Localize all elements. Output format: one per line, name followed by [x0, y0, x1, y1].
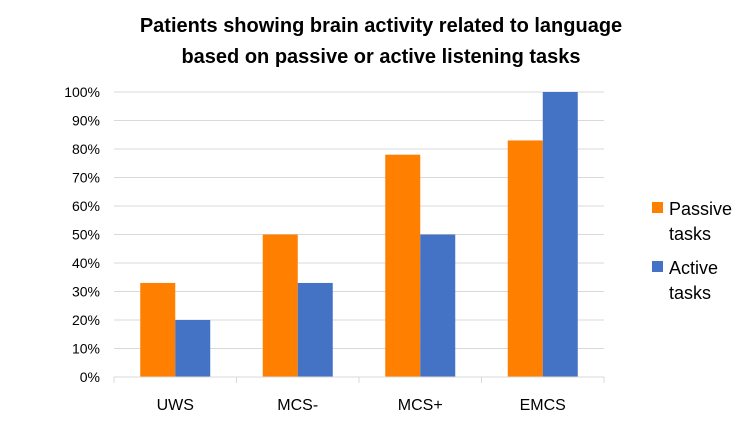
chart-title-line-2: based on passive or active listening tas…	[181, 46, 580, 68]
bar-passive-emcs	[507, 140, 543, 377]
legend-entry-active: Active tasks	[652, 258, 718, 303]
legend-entry-passive: Passive tasks	[652, 199, 732, 244]
legend-label: tasks	[669, 224, 711, 244]
chart-title-line-1: Patients showing brain activity related …	[140, 15, 622, 37]
bar-active-mcs-minus	[420, 234, 456, 377]
chart-title: Patients showing brain activity related …	[140, 15, 622, 68]
x-category-label: EMCS	[520, 397, 566, 414]
y-tick-label: 20%	[72, 312, 100, 328]
y-tick-label: 100%	[64, 84, 100, 100]
x-axis	[113, 376, 605, 383]
y-tick-label: 40%	[72, 255, 100, 271]
y-tick-label: 70%	[72, 170, 100, 186]
x-category-label: MCS+	[398, 397, 443, 414]
x-category-label: MCS-	[277, 397, 318, 414]
y-tick-label: 50%	[72, 227, 100, 243]
bar-active-emcs	[542, 92, 578, 377]
legend-swatch	[652, 202, 663, 213]
x-axis-categories: UWS MCS- MCS+ EMCS	[157, 397, 566, 414]
legend-label: Active	[669, 258, 718, 278]
bar-active-uws	[175, 320, 211, 377]
bars	[140, 92, 578, 377]
legend: Passive tasks Active tasks	[652, 199, 732, 303]
y-tick-label: 30%	[72, 284, 100, 300]
bar-passive-mcs-minus	[262, 234, 298, 377]
legend-swatch	[652, 261, 663, 272]
y-tick-label: 10%	[72, 341, 100, 357]
bar-passive-uws	[140, 282, 176, 377]
y-tick-label: 0%	[80, 369, 100, 385]
y-axis-ticks: 0% 10% 20% 30% 40% 50% 60% 70% 80% 90% 100%	[64, 84, 100, 385]
legend-label: tasks	[669, 283, 711, 303]
y-tick-label: 80%	[72, 141, 100, 157]
x-category-label: UWS	[157, 397, 194, 414]
y-tick-label: 60%	[72, 198, 100, 214]
bar-passive-mcs-minus	[385, 154, 421, 377]
legend-label: Passive	[669, 199, 732, 219]
y-tick-label: 90%	[72, 113, 100, 129]
bar-active-mcs-minus	[297, 282, 333, 377]
